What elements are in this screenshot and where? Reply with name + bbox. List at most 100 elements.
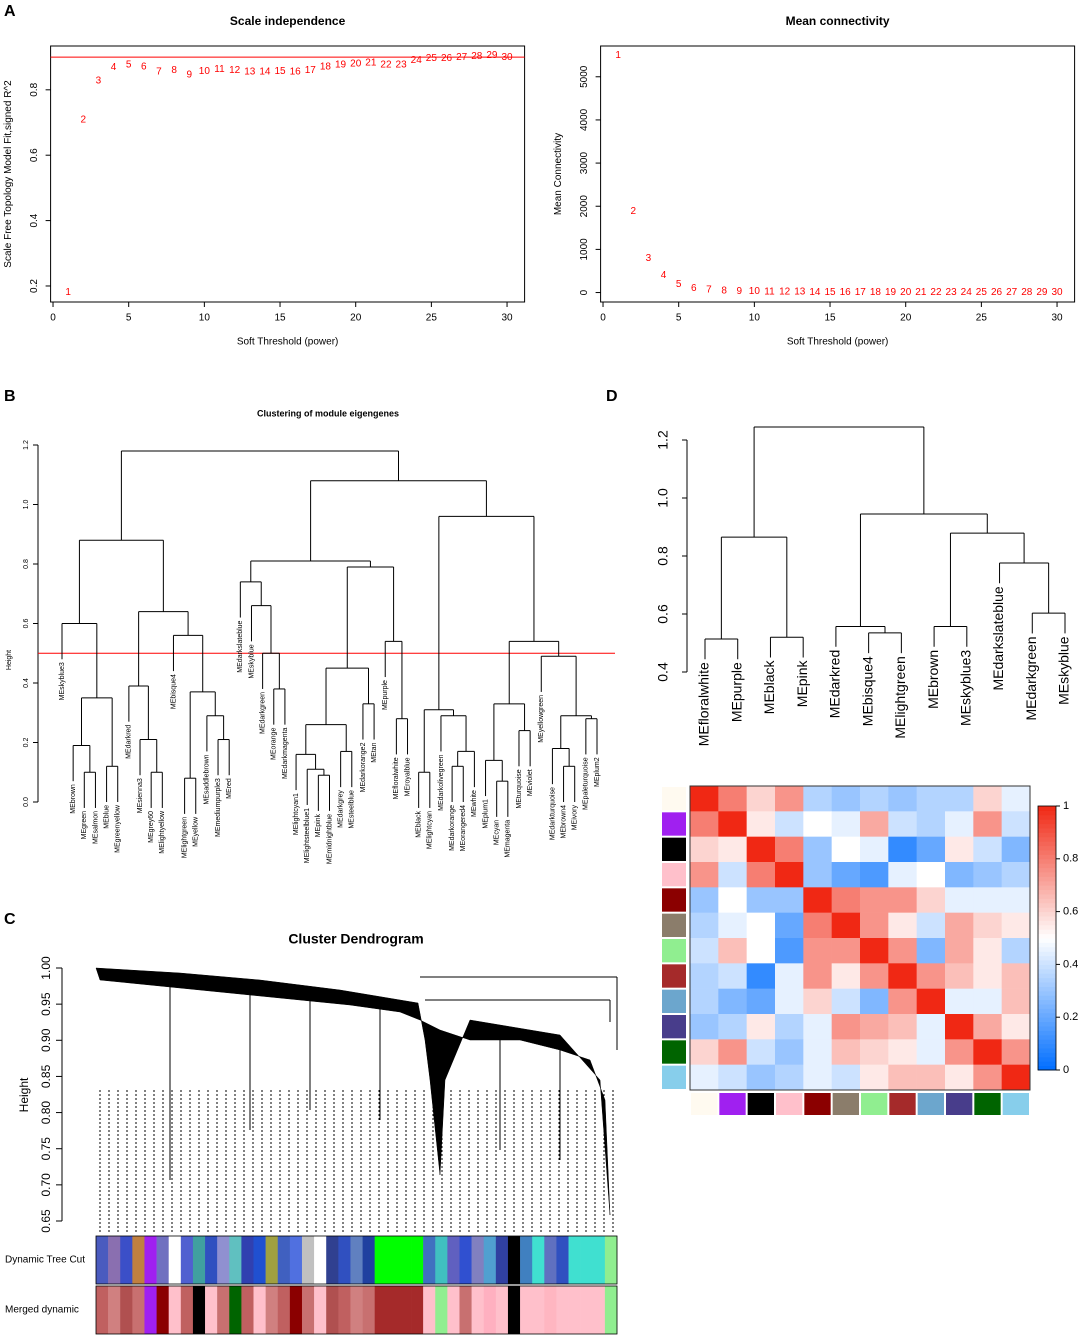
y-tick-label: 0.2	[29, 279, 40, 293]
y-axis-label: Scale Free Topology Model Fit,signed R^2	[3, 80, 14, 268]
heatmap-cell	[718, 912, 747, 939]
leaf-label: MEdarkolivegreen	[438, 754, 445, 811]
color-segment	[253, 1286, 266, 1334]
y-tick-label: 0.2	[23, 738, 30, 748]
heatmap-cell	[718, 836, 747, 863]
legend-swatch	[1038, 951, 1056, 957]
color-segment	[205, 1286, 218, 1334]
color-segment	[580, 1286, 594, 1334]
heatmap-cell	[775, 912, 804, 939]
color-segment	[217, 1286, 230, 1334]
x-tick-label: 15	[274, 313, 286, 324]
point-label: 3	[646, 253, 652, 264]
y-axis-label: Mean Connectivity	[553, 133, 564, 215]
heatmap-cell	[746, 862, 776, 888]
legend-frame	[1037, 805, 1057, 1071]
color-segment	[205, 1236, 218, 1284]
point-label: 9	[186, 70, 192, 81]
leaf-label: MEblack	[416, 810, 423, 837]
y-tick-label: 1.00	[39, 956, 53, 980]
heatmap-cell	[746, 786, 776, 812]
column-color	[946, 1093, 973, 1115]
row-color	[662, 863, 686, 887]
leaf-label: MEwhite	[471, 790, 478, 817]
color-segment	[96, 1236, 109, 1284]
column-color	[804, 1093, 831, 1115]
leaf-label: MEdarkorange	[449, 805, 456, 851]
y-tick-label: 0.95	[39, 992, 53, 1016]
point-label: 11	[764, 286, 775, 297]
color-segment	[520, 1286, 533, 1334]
color-segment	[120, 1236, 133, 1284]
heatmap-cell	[803, 786, 832, 812]
heatmap-cell	[690, 887, 719, 913]
column-color	[917, 1093, 944, 1115]
row-color	[662, 913, 686, 937]
leaf-label: MEblue	[103, 805, 110, 829]
color-segment	[277, 1236, 291, 1284]
heatmap-cell	[973, 912, 1002, 939]
y-tick-label: 0.90	[39, 1028, 53, 1052]
leaf-label: MEpink	[794, 660, 810, 708]
leaf-label: MEpurple	[382, 680, 389, 710]
leaf-label: MElightgreen	[181, 817, 188, 858]
heatmap-cell	[831, 862, 861, 888]
color-segment	[604, 1286, 618, 1334]
legend-swatch	[1038, 845, 1056, 851]
point-label: 29	[486, 50, 498, 61]
legend-swatch	[1038, 1056, 1056, 1062]
point-label: 21	[365, 57, 377, 68]
x-tick-label: 10	[749, 313, 761, 324]
heatmap-cell	[746, 988, 776, 1015]
legend-swatch	[1038, 1012, 1056, 1018]
color-segment	[459, 1286, 472, 1334]
color-segment	[471, 1286, 485, 1334]
heatmap-cell	[888, 811, 917, 837]
heatmap-cell	[690, 1039, 719, 1065]
point-label: 4	[661, 270, 667, 281]
x-tick-label: 20	[350, 313, 362, 324]
point-label: 7	[156, 66, 162, 77]
legend-swatch	[1038, 955, 1056, 961]
heatmap-cell	[888, 963, 917, 989]
point-label: 16	[840, 287, 852, 298]
color-segment	[241, 1286, 254, 1334]
legend-tick-label: 0.6	[1063, 906, 1078, 918]
heatmap-cell	[973, 938, 1002, 964]
color-segment	[386, 1236, 400, 1284]
x-tick-label: 30	[1051, 313, 1063, 324]
heatmap-cell	[860, 811, 889, 837]
color-segment	[398, 1236, 412, 1284]
color-segment	[120, 1286, 133, 1334]
point-label: 10	[749, 286, 761, 297]
column-color	[1002, 1093, 1029, 1115]
point-label: 17	[305, 65, 317, 76]
leaf-label: MEyellowgreen	[538, 695, 545, 743]
row-color	[662, 837, 686, 861]
color-segment	[374, 1236, 388, 1284]
heatmap-cell	[803, 836, 832, 863]
legend-swatch	[1038, 1030, 1056, 1036]
heatmap-cell	[888, 988, 917, 1015]
legend-tick-label: 0.4	[1063, 958, 1078, 970]
heatmap-cell	[831, 963, 861, 989]
legend-swatch	[1038, 902, 1056, 908]
color-segment	[156, 1286, 169, 1334]
legend-swatch	[1038, 814, 1056, 820]
heatmap-cell	[1001, 811, 1031, 837]
color-segment	[168, 1236, 182, 1284]
heatmap-cell	[718, 786, 747, 812]
color-segment	[132, 1236, 145, 1284]
color-segment	[229, 1286, 242, 1334]
y-tick-label: 1000	[579, 238, 590, 261]
heatmap-cell	[916, 1014, 946, 1040]
point-label: 8	[721, 285, 727, 296]
color-segment	[192, 1286, 206, 1334]
column-color	[832, 1093, 859, 1115]
column-color	[776, 1093, 803, 1115]
legend-swatch	[1038, 907, 1056, 913]
y-tick-label: 0.0	[23, 797, 30, 807]
plot-box	[600, 45, 1076, 303]
heatmap-cell	[916, 811, 946, 837]
legend-swatch	[1038, 823, 1056, 829]
